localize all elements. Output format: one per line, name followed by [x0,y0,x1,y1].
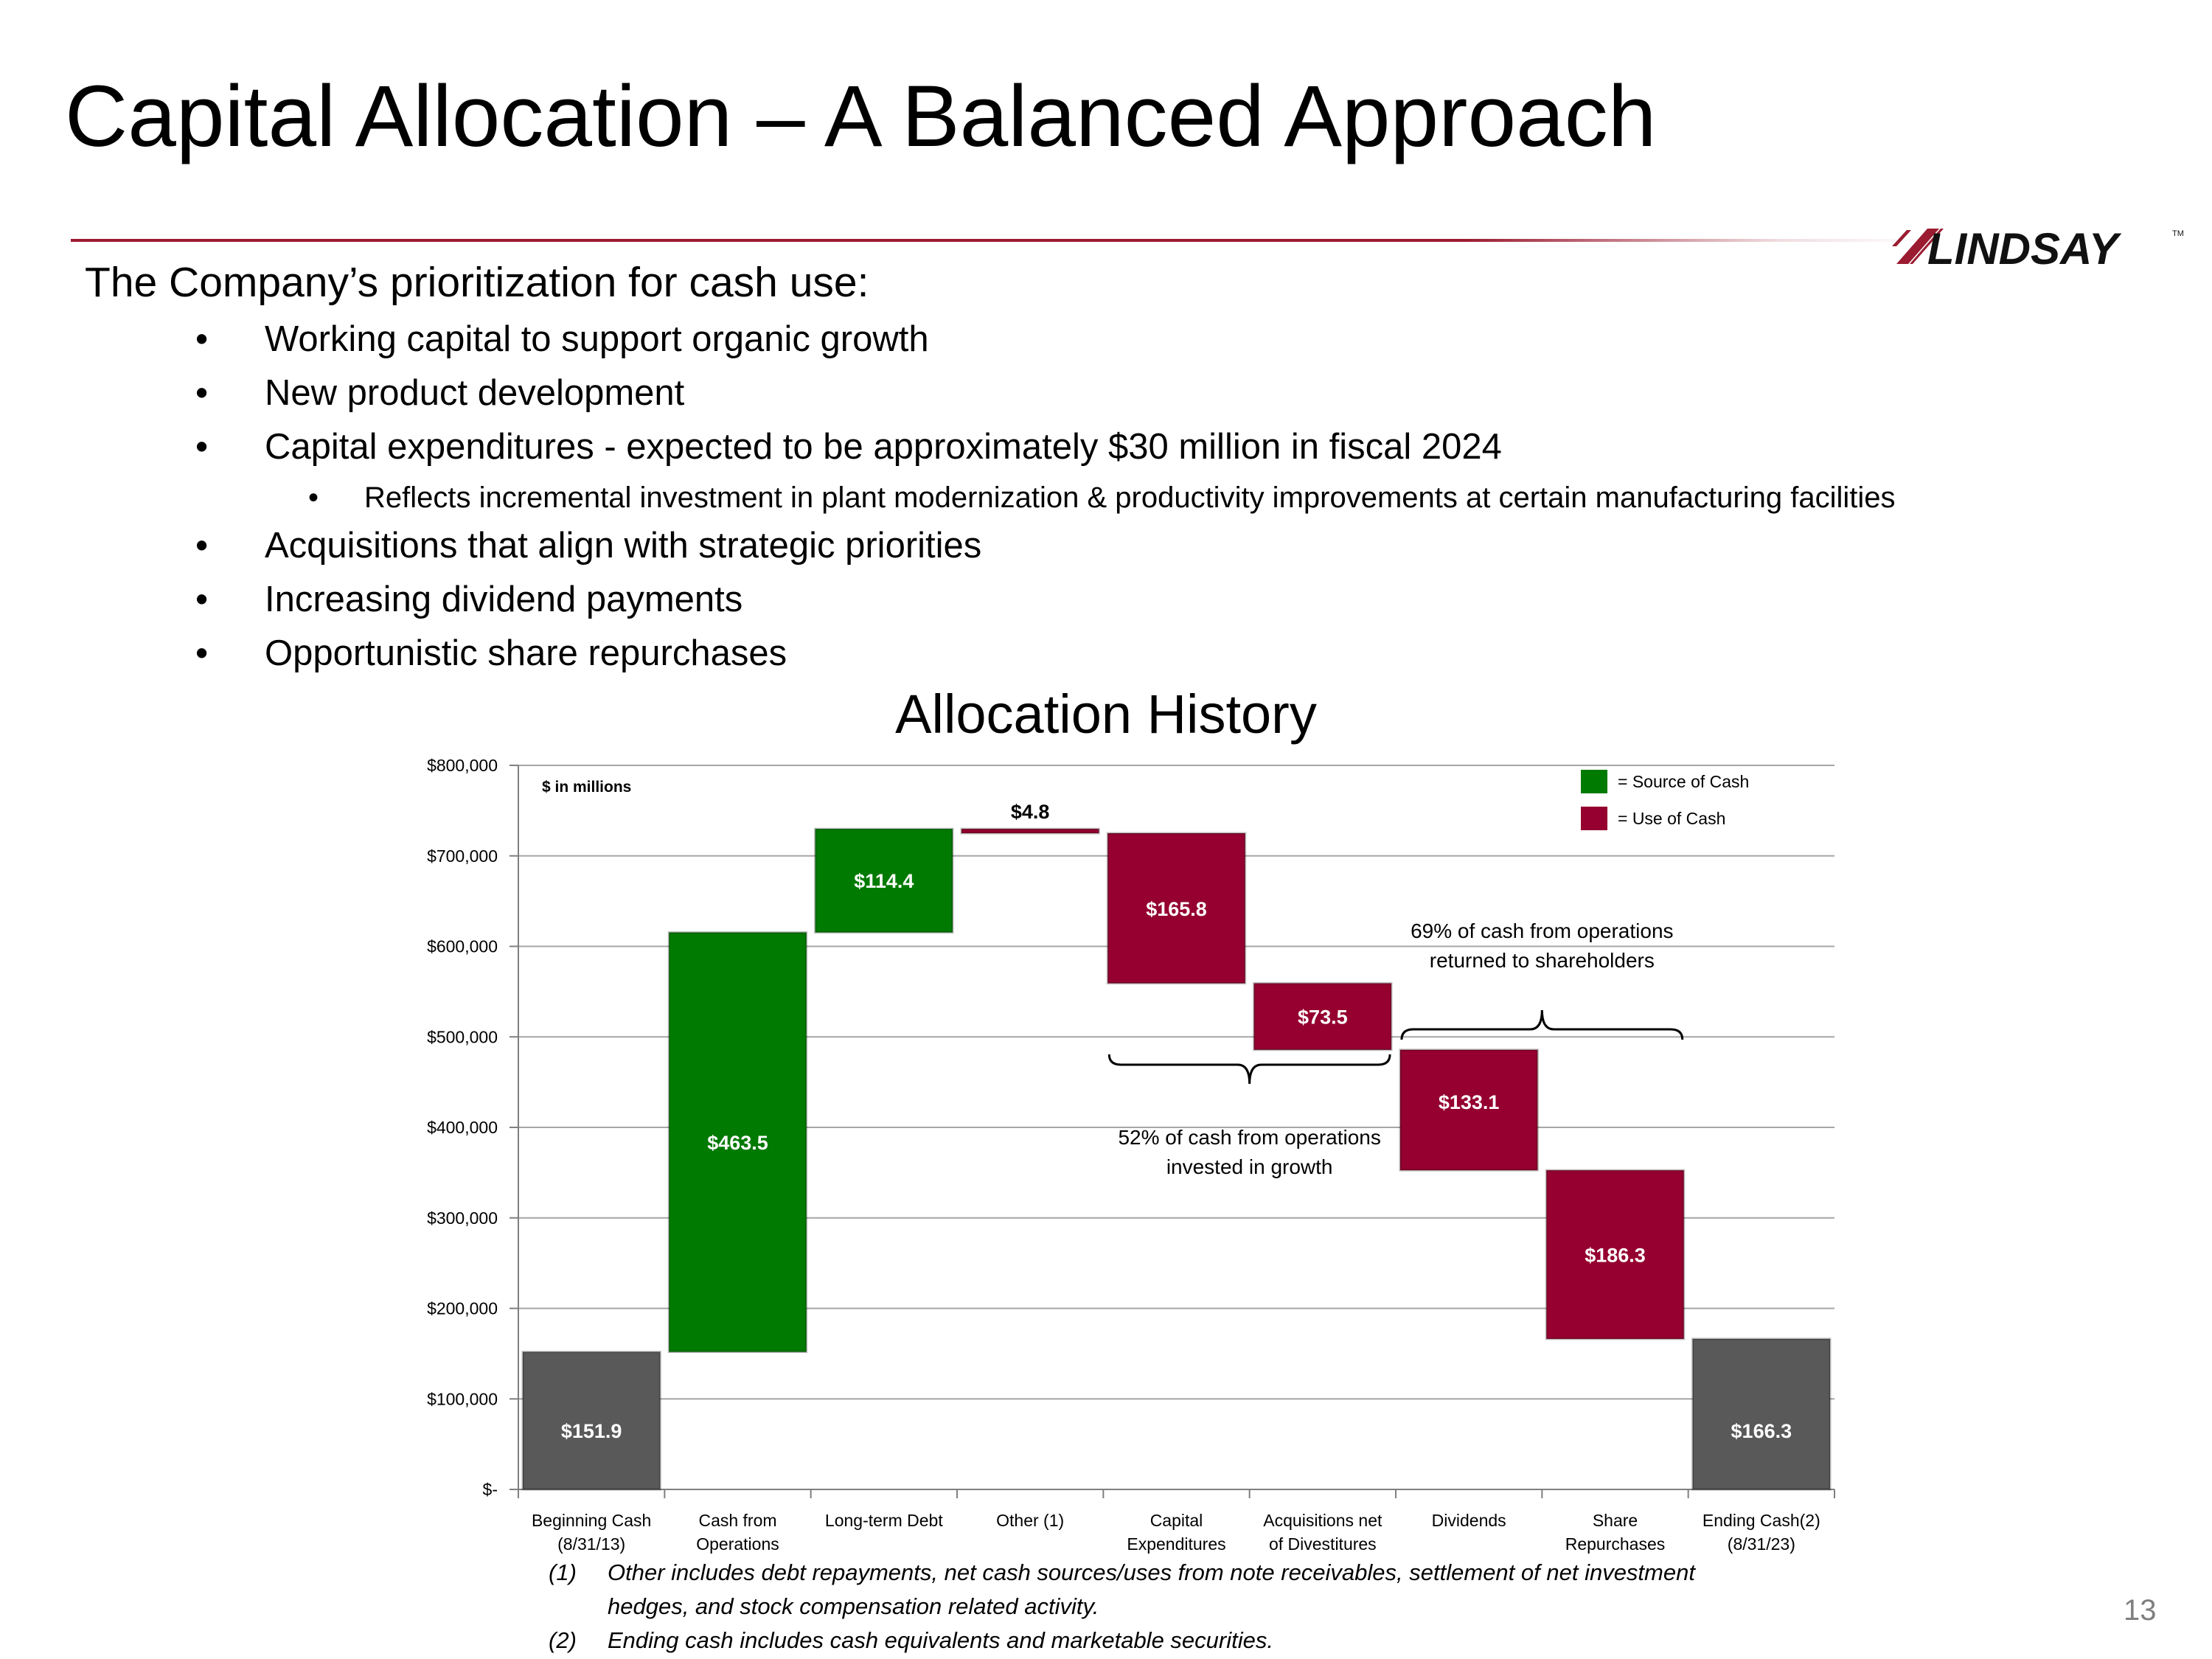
bullet-marker: • [195,373,209,413]
footnote-number: (1) [549,1559,577,1585]
annotation-text: 52% of cash from operations [1118,1126,1380,1149]
unit-note: $ in millions [542,779,631,796]
x-tick-label: Long-term Debt [825,1511,943,1530]
annotation-text: returned to shareholders [1430,949,1655,972]
x-tick-label: Share [1593,1511,1638,1530]
data-label: $166.3 [1731,1420,1792,1442]
x-tick-label: Repurchases [1565,1534,1666,1554]
y-tick-label: $400,000 [427,1118,498,1137]
x-tick-label: Cash from [698,1511,776,1530]
legend-swatch-source [1581,770,1607,793]
x-tick-label: Acquisitions net [1263,1511,1382,1530]
logo-wordmark: LINDSAY [1927,224,2122,271]
data-label: $186.3 [1585,1245,1646,1267]
legend-swatch-use [1581,807,1607,830]
bullet-text: Working capital to support organic growt… [265,319,929,359]
chart-title: Allocation History [895,684,1317,745]
bar-use [960,827,1100,835]
footnote-text: Other includes debt repayments, net cash… [608,1559,1695,1619]
bullet-text: Reflects incremental investment in plant… [364,481,1896,514]
y-tick-label: $200,000 [427,1299,498,1318]
data-label: $4.8 [1011,801,1050,823]
x-tick-label: Dividends [1432,1511,1506,1530]
bullet-marker: • [308,481,319,514]
bullet-marker: • [195,633,209,673]
bullet-text: New product development [265,373,685,413]
footnote: (1) Other includes debt repayments, net … [549,1556,1758,1624]
footnote-number: (2) [549,1627,577,1653]
footnotes: (1) Other includes debt repayments, net … [549,1556,1758,1658]
slide-title: Capital Allocation – A Balanced Approach [65,68,1657,165]
bar-use [1106,832,1247,985]
annotation-text: 69% of cash from operations [1411,919,1673,942]
legend-label: = Source of Cash [1618,772,1749,791]
bullet-text: Increasing dividend payments [265,580,743,619]
data-label: $463.5 [707,1132,768,1154]
x-tick-label: Capital [1150,1511,1203,1530]
x-tick-label: Beginning Cash [532,1511,651,1530]
bar-source [814,827,954,934]
x-tick-label: Other (1) [996,1511,1064,1530]
footnote-text: Ending cash includes cash equivalents an… [608,1627,1273,1653]
bullet-marker: • [195,319,209,359]
annotation-text: invested in growth [1166,1155,1333,1178]
x-tick-label: Operations [696,1534,779,1554]
data-label: $133.1 [1439,1091,1500,1113]
bar-total [521,1351,661,1491]
data-label: $114.4 [854,870,914,892]
data-label: $73.5 [1298,1006,1348,1029]
company-logo: LINDSAY TM [1892,224,2187,274]
legend-label: = Use of Cash [1618,809,1725,828]
y-tick-label: $700,000 [427,846,498,866]
annotation-brace [1400,1009,1684,1040]
x-tick-label: Ending Cash(2) [1703,1511,1820,1530]
bullet-marker: • [195,526,209,566]
data-label: $151.9 [561,1420,622,1442]
bar-use [1545,1169,1686,1340]
x-tick-label: of Divestitures [1269,1534,1377,1554]
bullet-text: Opportunistic share repurchases [265,633,787,673]
title-divider [71,239,1929,242]
bar-source [667,931,808,1354]
logo-trademark: TM [2172,229,2184,238]
intro-text: The Company’s prioritization for cash us… [85,259,869,306]
y-tick-label: $800,000 [427,756,498,775]
footnote: (2) Ending cash includes cash equivalent… [549,1624,1758,1658]
bullet-text: Capital expenditures - expected to be ap… [265,427,1502,467]
bullet-marker: • [195,580,209,619]
bar-total [1691,1338,1832,1491]
page-number: 13 [2124,1594,2157,1627]
y-tick-label: $- [483,1480,498,1499]
x-tick-label: (8/31/23) [1728,1534,1795,1554]
x-tick-label: Expenditures [1127,1534,1225,1554]
x-tick-label: (8/31/13) [557,1534,625,1554]
annotation-brace [1107,1054,1391,1085]
y-tick-label: $500,000 [427,1027,498,1046]
y-tick-label: $600,000 [427,937,498,956]
y-tick-label: $100,000 [427,1389,498,1408]
bar-use [1253,982,1393,1051]
data-label: $165.8 [1146,898,1207,920]
bar-use [1399,1048,1539,1172]
y-tick-label: $300,000 [427,1208,498,1228]
bullet-marker: • [195,427,209,467]
bullet-text: Acquisitions that align with strategic p… [265,526,982,566]
